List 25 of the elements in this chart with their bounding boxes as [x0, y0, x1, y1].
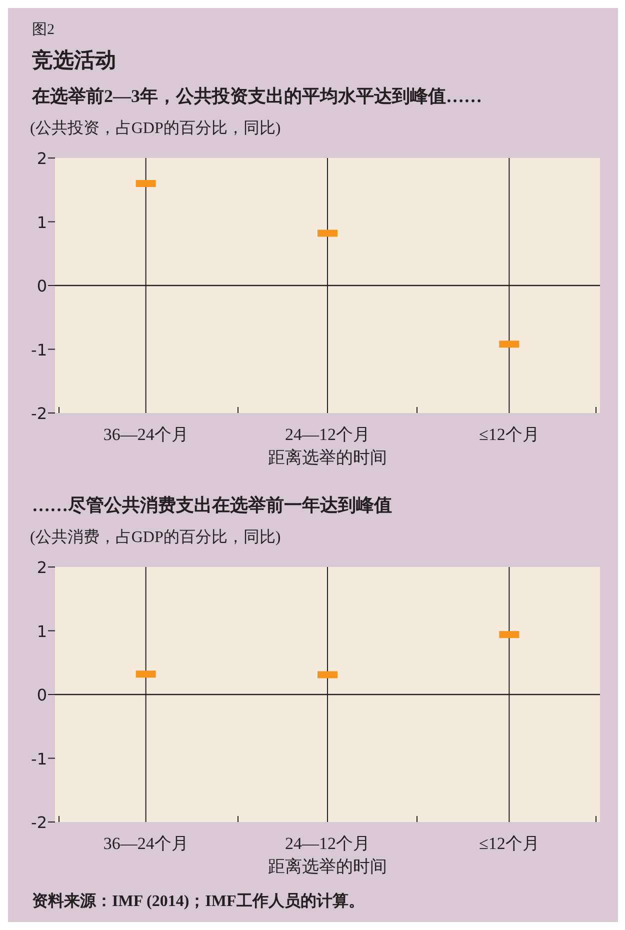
x-tick-label: ≤12个月 [478, 834, 540, 853]
y-tick-label: -2 [31, 404, 47, 423]
x-axis-title: 距离选举的时间 [268, 857, 387, 876]
y-tick-label: 1 [36, 622, 47, 641]
y-tick-label: 2 [36, 558, 47, 577]
y-tick-label: -1 [31, 340, 47, 360]
x-axis-title: 距离选举的时间 [268, 448, 387, 467]
x-tick-label: 36—24个月 [103, 425, 188, 444]
x-tick-label: 36—24个月 [103, 834, 188, 853]
text: 资料来源：IMF (2014)；IMF工作人员的计算。 [32, 892, 364, 910]
chart-subtitle: 在选举前2—3年，公共投资支出的平均水平达到峰值…… [31, 86, 482, 106]
x-tick-label: ≤12个月 [478, 425, 540, 444]
y-tick-label: 0 [36, 686, 47, 704]
chart-title: ……尽管公共消费支出在选举前一年达到峰值 [32, 495, 392, 515]
y-axis-title: (公共消费，占GDP的百分比，同比) [30, 528, 281, 546]
chart-title: 竞选活动 [31, 48, 116, 72]
y-tick-label: 0 [36, 276, 47, 296]
y-tick-label: 1 [36, 212, 47, 232]
x-tick-label: 24—12个月 [285, 425, 370, 444]
y-tick-label: 2 [36, 149, 47, 168]
caption: 图2 [32, 22, 54, 38]
y-axis-title: (公共投资，占GDP的百分比，同比) [30, 119, 281, 137]
y-tick-label: -2 [31, 813, 47, 832]
y-tick-label: -1 [31, 749, 47, 768]
x-tick-label: 24—12个月 [285, 834, 370, 853]
